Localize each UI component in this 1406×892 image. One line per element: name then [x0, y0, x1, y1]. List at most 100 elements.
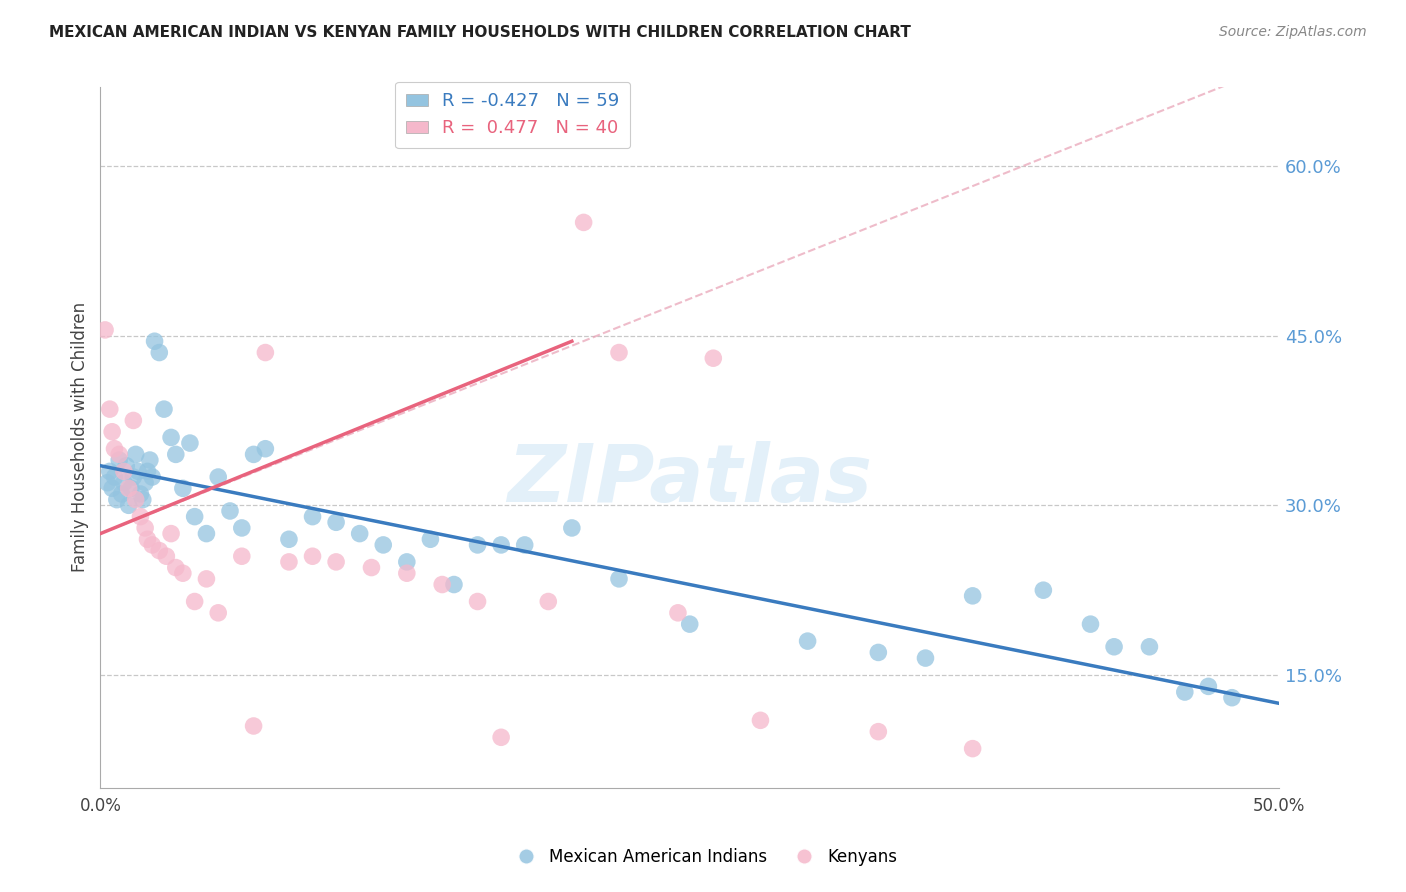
- Point: [112, 464, 135, 478]
- Point: [278, 533, 301, 547]
- Point: [395, 566, 418, 581]
- Point: [254, 345, 277, 359]
- Point: [1174, 685, 1197, 699]
- Point: [1220, 690, 1243, 705]
- Point: [122, 470, 145, 484]
- Point: [962, 741, 984, 756]
- Point: [132, 492, 155, 507]
- Point: [868, 724, 890, 739]
- Point: [148, 345, 170, 359]
- Point: [254, 442, 277, 456]
- Point: [134, 475, 156, 490]
- Point: [702, 351, 724, 366]
- Point: [537, 594, 560, 608]
- Point: [513, 538, 536, 552]
- Point: [962, 589, 984, 603]
- Point: [165, 560, 187, 574]
- Point: [325, 555, 347, 569]
- Point: [148, 543, 170, 558]
- Point: [1102, 640, 1125, 654]
- Point: [141, 470, 163, 484]
- Point: [666, 606, 689, 620]
- Point: [195, 572, 218, 586]
- Point: [278, 555, 301, 569]
- Point: [117, 481, 139, 495]
- Point: [139, 453, 162, 467]
- Point: [1197, 679, 1219, 693]
- Point: [219, 504, 242, 518]
- Legend: R = -0.427   N = 59, R =  0.477   N = 40: R = -0.427 N = 59, R = 0.477 N = 40: [395, 81, 630, 148]
- Point: [432, 577, 454, 591]
- Point: [153, 402, 176, 417]
- Legend: Mexican American Indians, Kenyans: Mexican American Indians, Kenyans: [502, 842, 904, 873]
- Point: [105, 492, 128, 507]
- Point: [1032, 583, 1054, 598]
- Point: [179, 436, 201, 450]
- Point: [108, 453, 131, 467]
- Point: [301, 549, 323, 564]
- Point: [103, 442, 125, 456]
- Point: [103, 470, 125, 484]
- Point: [129, 509, 152, 524]
- Point: [749, 714, 772, 728]
- Point: [183, 594, 205, 608]
- Point: [914, 651, 936, 665]
- Point: [207, 606, 229, 620]
- Point: [419, 533, 441, 547]
- Point: [94, 323, 117, 337]
- Point: [125, 492, 148, 507]
- Text: ZIPatlas: ZIPatlas: [508, 441, 872, 518]
- Point: [1139, 640, 1161, 654]
- Point: [467, 594, 489, 608]
- Point: [115, 458, 138, 473]
- Point: [110, 487, 132, 501]
- Point: [98, 402, 121, 417]
- Point: [141, 538, 163, 552]
- Point: [349, 526, 371, 541]
- Point: [136, 533, 159, 547]
- Point: [117, 498, 139, 512]
- Point: [112, 475, 135, 490]
- Point: [98, 464, 121, 478]
- Point: [443, 577, 465, 591]
- Point: [207, 470, 229, 484]
- Point: [183, 509, 205, 524]
- Point: [122, 413, 145, 427]
- Point: [101, 481, 124, 495]
- Point: [868, 645, 890, 659]
- Point: [489, 538, 512, 552]
- Point: [172, 566, 194, 581]
- Point: [572, 215, 595, 229]
- Point: [143, 334, 166, 349]
- Y-axis label: Family Households with Children: Family Households with Children: [72, 302, 89, 573]
- Point: [160, 526, 183, 541]
- Point: [242, 447, 264, 461]
- Point: [101, 425, 124, 439]
- Point: [136, 464, 159, 478]
- Point: [360, 560, 382, 574]
- Point: [325, 516, 347, 530]
- Point: [373, 538, 395, 552]
- Point: [120, 481, 142, 495]
- Point: [125, 447, 148, 461]
- Point: [607, 572, 630, 586]
- Point: [679, 617, 702, 632]
- Point: [395, 555, 418, 569]
- Point: [172, 481, 194, 495]
- Point: [96, 475, 118, 490]
- Point: [160, 430, 183, 444]
- Point: [165, 447, 187, 461]
- Point: [195, 526, 218, 541]
- Point: [134, 521, 156, 535]
- Point: [607, 345, 630, 359]
- Point: [1080, 617, 1102, 632]
- Point: [301, 509, 323, 524]
- Point: [231, 521, 253, 535]
- Point: [242, 719, 264, 733]
- Point: [489, 731, 512, 745]
- Text: Source: ZipAtlas.com: Source: ZipAtlas.com: [1219, 25, 1367, 39]
- Point: [796, 634, 818, 648]
- Point: [467, 538, 489, 552]
- Point: [108, 447, 131, 461]
- Text: MEXICAN AMERICAN INDIAN VS KENYAN FAMILY HOUSEHOLDS WITH CHILDREN CORRELATION CH: MEXICAN AMERICAN INDIAN VS KENYAN FAMILY…: [49, 25, 911, 40]
